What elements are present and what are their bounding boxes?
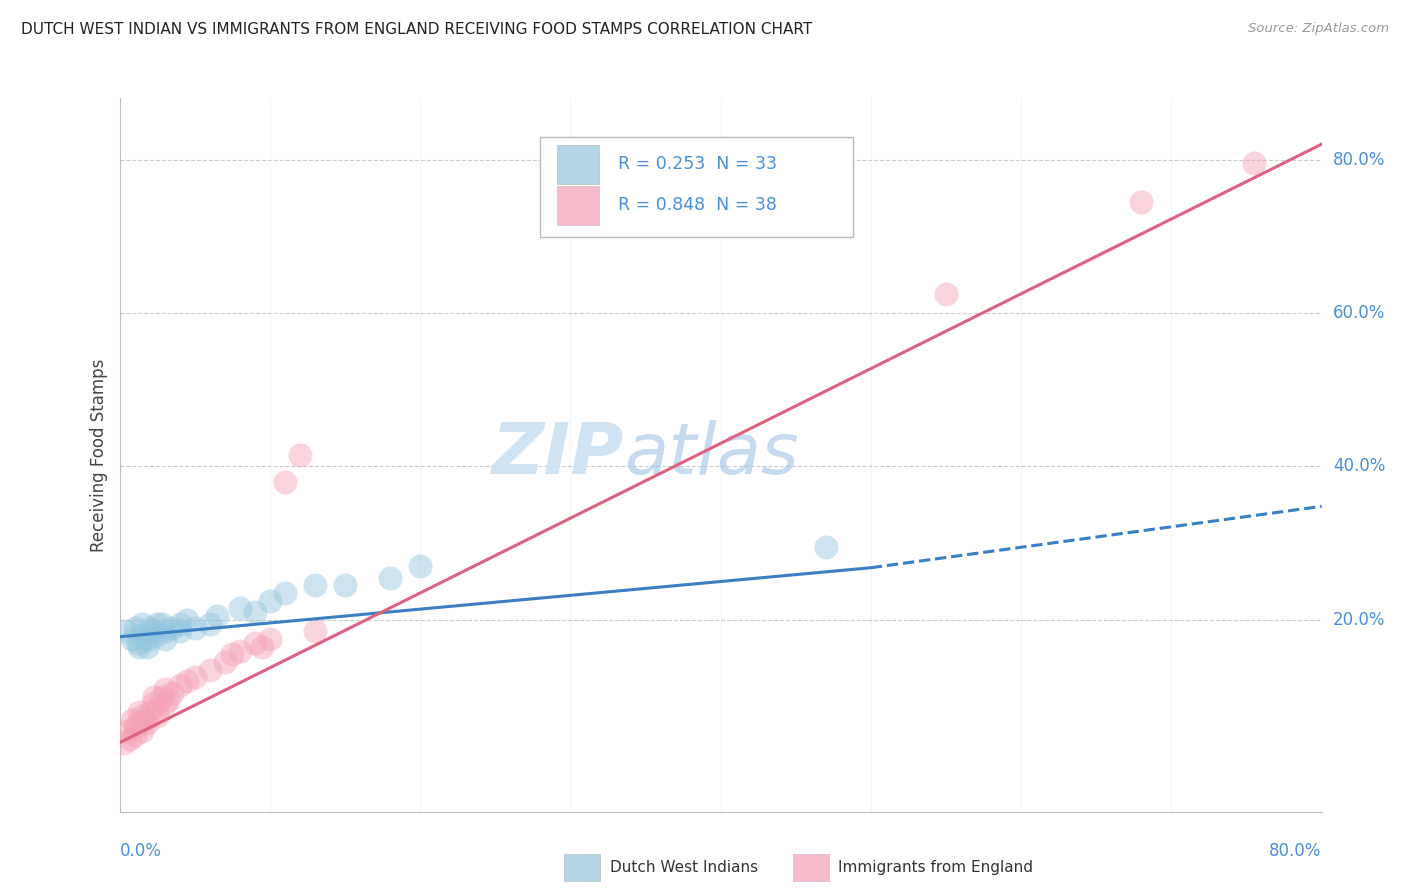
Point: [124, 728, 146, 742]
Text: 40.0%: 40.0%: [1333, 458, 1385, 475]
Point: [183, 670, 205, 684]
Point: [205, 609, 228, 624]
Point: [1130, 194, 1153, 209]
Point: [127, 636, 149, 650]
Point: [814, 540, 837, 554]
Text: Immigrants from England: Immigrants from England: [838, 860, 1033, 875]
Point: [146, 616, 169, 631]
Point: [153, 681, 176, 696]
Text: 80.0%: 80.0%: [1333, 151, 1385, 169]
Point: [150, 616, 173, 631]
Point: [153, 624, 176, 639]
Text: atlas: atlas: [624, 420, 799, 490]
Point: [304, 578, 326, 592]
Point: [228, 643, 252, 657]
Point: [169, 678, 191, 692]
Y-axis label: Receiving Food Stamps: Receiving Food Stamps: [90, 359, 108, 551]
Point: [121, 713, 143, 727]
Point: [121, 632, 143, 646]
Point: [160, 621, 183, 635]
Point: [150, 690, 173, 704]
Point: [274, 586, 297, 600]
Text: R = 0.848  N = 38: R = 0.848 N = 38: [619, 196, 778, 214]
Point: [409, 559, 432, 574]
Point: [142, 698, 165, 712]
Point: [143, 690, 166, 704]
Point: [131, 616, 153, 631]
Point: [243, 605, 266, 619]
Point: [243, 636, 266, 650]
Point: [176, 613, 198, 627]
Point: [138, 621, 160, 635]
Point: [333, 578, 356, 592]
Text: Source: ZipAtlas.com: Source: ZipAtlas.com: [1249, 22, 1389, 36]
Point: [128, 705, 150, 719]
Point: [259, 632, 281, 646]
Text: R = 0.253  N = 33: R = 0.253 N = 33: [619, 155, 778, 173]
Text: 60.0%: 60.0%: [1333, 304, 1385, 322]
Point: [146, 701, 169, 715]
FancyBboxPatch shape: [557, 186, 599, 225]
Point: [169, 616, 191, 631]
Point: [153, 698, 176, 712]
Point: [134, 632, 156, 646]
Point: [115, 624, 138, 639]
Point: [169, 624, 191, 639]
Point: [128, 640, 150, 654]
Point: [118, 731, 141, 746]
Text: ZIP: ZIP: [492, 420, 624, 490]
Point: [198, 616, 221, 631]
Point: [274, 475, 297, 489]
Point: [378, 571, 401, 585]
Point: [304, 624, 326, 639]
Text: 0.0%: 0.0%: [120, 842, 162, 860]
Point: [935, 286, 957, 301]
Point: [142, 624, 165, 639]
Point: [198, 663, 221, 677]
Point: [134, 713, 156, 727]
Point: [131, 724, 153, 739]
Point: [135, 640, 157, 654]
Point: [221, 648, 243, 662]
Text: Dutch West Indians: Dutch West Indians: [610, 860, 758, 875]
Text: DUTCH WEST INDIAN VS IMMIGRANTS FROM ENGLAND RECEIVING FOOD STAMPS CORRELATION C: DUTCH WEST INDIAN VS IMMIGRANTS FROM ENG…: [21, 22, 813, 37]
Point: [124, 621, 146, 635]
Text: 20.0%: 20.0%: [1333, 611, 1385, 629]
Point: [135, 716, 157, 731]
Point: [1243, 156, 1265, 170]
Point: [259, 593, 281, 607]
Point: [112, 736, 135, 750]
Point: [146, 708, 169, 723]
FancyBboxPatch shape: [540, 137, 853, 237]
Point: [214, 655, 236, 669]
FancyBboxPatch shape: [564, 854, 600, 881]
Point: [183, 621, 205, 635]
Point: [252, 640, 274, 654]
Point: [153, 632, 176, 646]
Point: [127, 716, 149, 731]
Point: [124, 720, 146, 734]
Point: [156, 693, 179, 707]
Point: [288, 448, 311, 462]
Point: [138, 632, 160, 646]
Point: [146, 628, 169, 642]
Point: [131, 708, 153, 723]
Point: [138, 705, 160, 719]
Point: [176, 674, 198, 689]
Point: [160, 686, 183, 700]
Point: [115, 724, 138, 739]
Point: [228, 601, 252, 615]
FancyBboxPatch shape: [793, 854, 828, 881]
Text: 80.0%: 80.0%: [1270, 842, 1322, 860]
FancyBboxPatch shape: [557, 145, 599, 184]
Point: [131, 628, 153, 642]
